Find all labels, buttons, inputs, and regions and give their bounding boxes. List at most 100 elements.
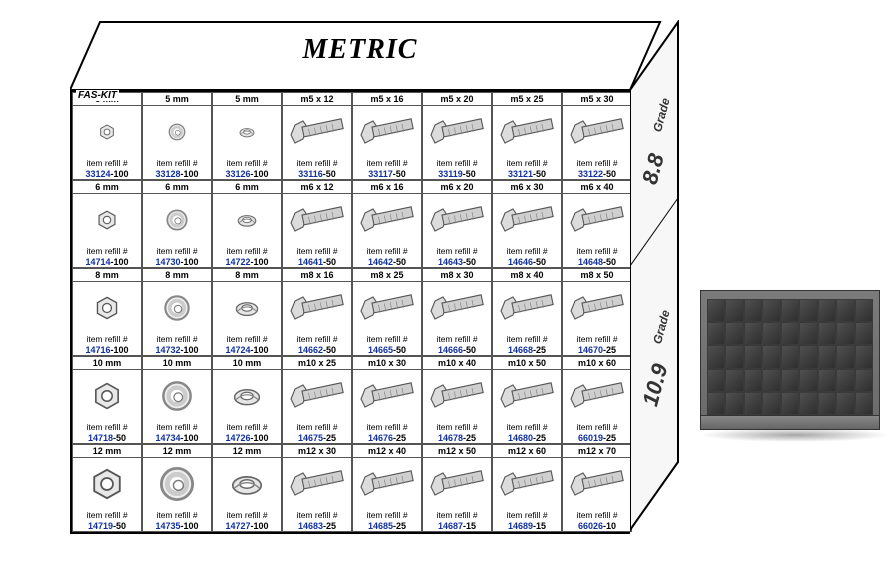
bolt-icon [569,376,625,416]
cell-refill-label: item refill # [143,510,211,520]
cell-refill-label: item refill # [73,422,141,432]
cabinet-bin [855,392,873,415]
cell-refill-label: item refill # [563,510,631,520]
cell-refill-label: item refill # [423,246,491,256]
cell-size-label: m10 x 60 [563,357,631,370]
bolt-icon [289,200,345,240]
compartment-cell: m6 x 16 item refill # 14642-50 [352,180,422,268]
cabinet-bin [744,299,762,322]
cell-art [213,370,281,421]
bolt-icon [289,376,345,416]
cabinet-bin [836,299,854,322]
cell-part-number: 33119-50 [423,169,491,179]
cabinet-bin [781,299,799,322]
cell-refill-label: item refill # [353,158,421,168]
lockwasher-icon [236,212,257,228]
cabinet-bin [725,369,743,392]
cabinet-bin [781,392,799,415]
cell-refill-label: item refill # [563,158,631,168]
cabinet-bin [818,299,836,322]
cell-refill-label: item refill # [493,158,561,168]
cell-art [353,282,421,333]
cell-part-number: 14643-50 [423,257,491,267]
cell-art [283,282,351,333]
cell-refill-label: item refill # [213,510,281,520]
bolt-icon [359,288,415,328]
bolt-icon [289,464,345,504]
cell-size-label: m6 x 40 [563,181,631,194]
cell-refill-label: item refill # [213,158,281,168]
nut-icon [97,210,116,229]
cell-art [143,282,211,333]
cell-size-label: m6 x 20 [423,181,491,194]
cabinet-bin [725,345,743,368]
cell-size-label: 6 mm [213,181,281,194]
compartment-cell: m6 x 30 item refill # 14646-50 [492,180,562,268]
cabinet-bin [725,299,743,322]
cabinet-bin [855,322,873,345]
washer-icon [164,295,189,320]
compartment-cell: m10 x 40 item refill # 14678-25 [422,356,492,444]
compartment-cell: 5 mm item refill # 33124-100 [72,92,142,180]
washer-icon [166,209,187,230]
compartment-cell: 6 mm item refill # 14714-100 [72,180,142,268]
cell-refill-label: item refill # [283,422,351,432]
cell-size-label: 12 mm [213,445,281,458]
cell-art [213,282,281,333]
cell-art [73,282,141,333]
cell-size-label: m5 x 12 [283,93,351,106]
compartment-cell: 10 mm item refill # 14726-100 [212,356,282,444]
cell-size-label: m10 x 40 [423,357,491,370]
cell-size-label: m5 x 16 [353,93,421,106]
cabinet-bin [762,345,780,368]
cabinet-bin [781,322,799,345]
cabinet-bin [707,392,725,415]
cell-art [283,194,351,245]
compartment-cell: m5 x 12 item refill # 33116-50 [282,92,352,180]
cell-art [143,370,211,421]
bolt-icon [359,376,415,416]
bolt-icon [429,288,485,328]
cell-size-label: m8 x 16 [283,269,351,282]
cell-refill-label: item refill # [143,422,211,432]
lockwasher-icon [232,384,262,406]
cell-art [563,282,631,333]
cell-refill-label: item refill # [213,422,281,432]
cell-refill-label: item refill # [143,158,211,168]
cabinet-bin [707,369,725,392]
cell-art [283,370,351,421]
bolt-icon [359,112,415,152]
cabinet-bin [818,345,836,368]
cell-part-number: 14675-25 [283,433,351,443]
cabinet-bin [818,392,836,415]
cell-part-number: 14719-50 [73,521,141,531]
compartment-cell: m8 x 16 item refill # 14662-50 [282,268,352,356]
storage-cabinet [700,290,880,430]
cell-size-label: m12 x 60 [493,445,561,458]
cell-art [493,282,561,333]
cell-art [563,458,631,509]
cell-refill-label: item refill # [423,510,491,520]
cell-part-number: 14718-50 [73,433,141,443]
fastener-box: METRIC FAS-KIT 5 mm item refill # 33124-… [70,20,630,534]
cell-part-number: 33117-50 [353,169,421,179]
cell-part-number: 14648-50 [563,257,631,267]
cell-part-number: 14727-100 [213,521,281,531]
cell-part-number: 14722-100 [213,257,281,267]
cell-refill-label: item refill # [493,334,561,344]
cell-part-number: 66019-25 [563,433,631,443]
cell-part-number: 14666-50 [423,345,491,355]
cell-art [213,458,281,509]
compartment-cell: 6 mm item refill # 14722-100 [212,180,282,268]
lockwasher-icon [234,298,259,317]
cell-size-label: m12 x 30 [283,445,351,458]
cell-art [73,194,141,245]
cabinet-bin [836,369,854,392]
cell-refill-label: item refill # [563,334,631,344]
cell-part-number: 14734-100 [143,433,211,443]
cabinet-bin [744,345,762,368]
cabinet-bin [818,322,836,345]
cabinet-bin [744,392,762,415]
cell-refill-label: item refill # [423,158,491,168]
cabinet-bin [744,322,762,345]
